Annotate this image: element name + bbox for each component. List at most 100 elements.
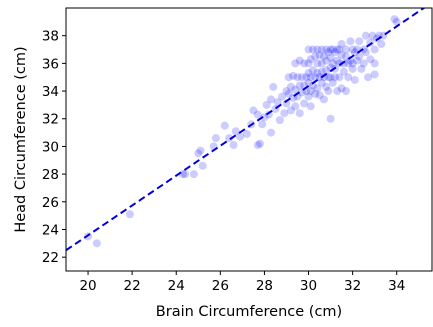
data-point bbox=[189, 170, 198, 179]
data-point bbox=[308, 66, 317, 75]
fit-line-layer bbox=[66, 8, 426, 252]
data-point bbox=[350, 75, 359, 84]
data-point bbox=[284, 73, 293, 82]
data-point bbox=[260, 113, 269, 122]
x-tick-label: 26 bbox=[212, 278, 229, 294]
y-tick-label: 26 bbox=[42, 195, 59, 211]
y-tick-label: 38 bbox=[42, 29, 59, 45]
data-point bbox=[319, 95, 328, 104]
data-point bbox=[311, 52, 320, 61]
y-tick-label: 34 bbox=[42, 84, 59, 100]
data-point bbox=[269, 82, 278, 91]
data-point bbox=[284, 89, 293, 98]
data-point bbox=[225, 134, 234, 143]
data-point bbox=[361, 31, 370, 40]
data-point bbox=[313, 59, 322, 68]
data-point bbox=[304, 78, 313, 87]
data-point bbox=[196, 146, 205, 155]
data-point bbox=[346, 37, 355, 46]
data-point bbox=[236, 132, 245, 141]
data-point bbox=[211, 134, 220, 143]
data-point bbox=[333, 56, 342, 65]
data-point bbox=[291, 102, 300, 111]
data-point bbox=[370, 59, 379, 68]
data-point bbox=[258, 120, 267, 129]
data-point bbox=[256, 139, 265, 148]
y-tick-label: 24 bbox=[42, 222, 59, 238]
data-point bbox=[315, 51, 324, 60]
data-point bbox=[370, 70, 379, 79]
data-point bbox=[317, 59, 326, 68]
data-point bbox=[364, 73, 373, 82]
data-point bbox=[319, 52, 328, 61]
data-point bbox=[308, 81, 317, 90]
data-point bbox=[377, 39, 386, 48]
data-point bbox=[372, 34, 381, 43]
data-point bbox=[181, 170, 190, 179]
data-point bbox=[348, 45, 357, 54]
data-point bbox=[282, 87, 291, 96]
data-point bbox=[370, 45, 379, 54]
data-point bbox=[229, 141, 238, 150]
plot-frame bbox=[65, 7, 433, 272]
data-point bbox=[306, 73, 315, 82]
data-point bbox=[315, 73, 324, 82]
data-point bbox=[302, 73, 311, 82]
data-point bbox=[304, 69, 313, 78]
data-point bbox=[313, 84, 322, 93]
data-point bbox=[322, 66, 331, 75]
data-point bbox=[295, 109, 304, 118]
data-point bbox=[291, 59, 300, 68]
data-point bbox=[275, 116, 284, 125]
data-point bbox=[328, 78, 337, 87]
data-point bbox=[330, 48, 339, 57]
data-point bbox=[348, 59, 357, 68]
data-point bbox=[311, 89, 320, 98]
data-point bbox=[330, 73, 339, 82]
data-point bbox=[304, 59, 313, 68]
data-point bbox=[297, 73, 306, 82]
data-point bbox=[361, 48, 370, 57]
data-point bbox=[333, 87, 342, 96]
data-point bbox=[308, 45, 317, 54]
data-point bbox=[220, 121, 229, 130]
data-point bbox=[368, 31, 377, 40]
data-point bbox=[273, 98, 282, 107]
data-point bbox=[194, 149, 203, 158]
data-point bbox=[344, 73, 353, 82]
fit-line bbox=[66, 8, 426, 252]
data-point bbox=[306, 55, 315, 64]
y-axis-label: Head Circumference (cm) bbox=[13, 46, 29, 232]
data-point bbox=[317, 67, 326, 76]
data-point bbox=[335, 59, 344, 68]
data-point bbox=[335, 73, 344, 82]
data-point bbox=[322, 45, 331, 54]
data-point bbox=[313, 69, 322, 78]
y-tick-label: 32 bbox=[42, 112, 59, 128]
data-point bbox=[267, 128, 276, 137]
data-point bbox=[289, 71, 298, 80]
data-point bbox=[324, 87, 333, 96]
data-point bbox=[350, 48, 359, 57]
data-point bbox=[253, 110, 262, 119]
data-point bbox=[304, 45, 313, 54]
data-point bbox=[324, 73, 333, 82]
data-point bbox=[253, 141, 262, 150]
data-point bbox=[262, 100, 271, 109]
data-point bbox=[295, 56, 304, 65]
x-tick-label: 24 bbox=[168, 278, 185, 294]
data-points bbox=[84, 15, 401, 248]
data-point bbox=[335, 45, 344, 54]
data-point bbox=[339, 67, 348, 76]
data-point bbox=[326, 45, 335, 54]
data-point bbox=[306, 87, 315, 96]
x-axis-label: Brain Circumference (cm) bbox=[156, 304, 342, 320]
data-point bbox=[291, 85, 300, 94]
data-point bbox=[357, 64, 366, 73]
data-point bbox=[337, 84, 346, 93]
data-point bbox=[326, 53, 335, 62]
data-point bbox=[315, 91, 324, 100]
data-point bbox=[286, 106, 295, 115]
data-point bbox=[317, 78, 326, 87]
